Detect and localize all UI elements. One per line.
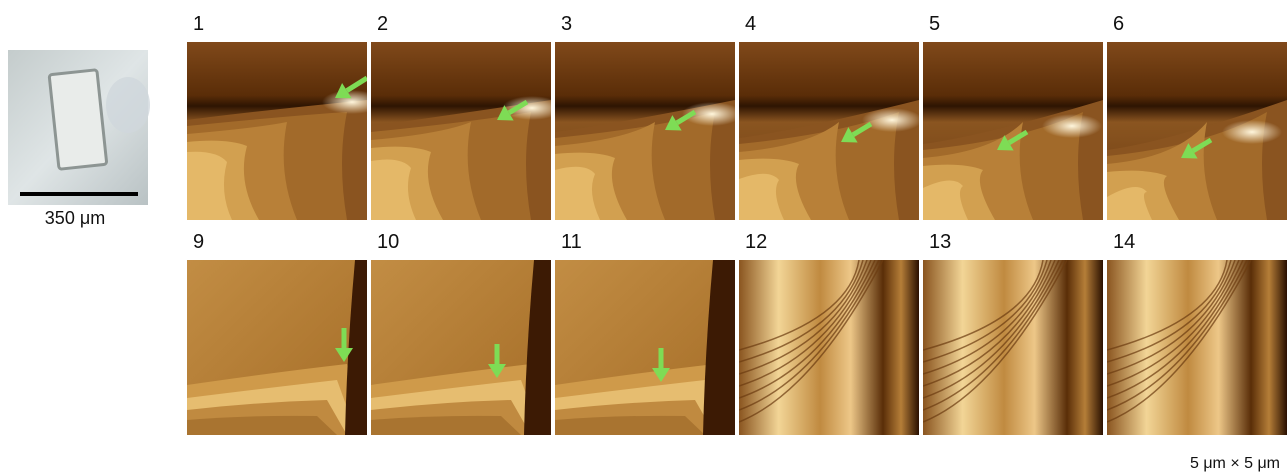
afm-image: [923, 42, 1103, 220]
afm-image: [371, 260, 551, 435]
afm-image: [187, 260, 367, 435]
bright-spot: [862, 108, 922, 132]
panel-label: 1: [193, 13, 204, 35]
background: [1107, 260, 1287, 435]
afm-image: [739, 260, 919, 435]
optical-image: [8, 50, 150, 205]
panel-label: 12: [745, 231, 767, 253]
panel-label: 4: [745, 13, 756, 35]
terrace: [187, 416, 337, 435]
bright-spot: [1042, 114, 1102, 138]
panel-label: 11: [561, 231, 582, 253]
panel-label: 14: [1113, 231, 1135, 253]
panel-label: 10: [377, 231, 399, 253]
panel-label: 2: [377, 13, 388, 35]
scan-size: 5 μm × 5 μm: [1190, 455, 1280, 472]
figure: 350 μm 5 μm × 5 μm 12345691011121314: [0, 0, 1287, 474]
bright-spot: [1222, 120, 1282, 144]
terrace: [371, 416, 521, 435]
scale-bar: [20, 192, 138, 196]
background: [739, 260, 919, 435]
afm-image: [739, 42, 922, 220]
scale-bar-label: 350 μm: [45, 208, 105, 228]
afm-image: [187, 42, 382, 220]
background: [923, 260, 1103, 435]
panel-label: 13: [929, 231, 951, 253]
panel-label: 6: [1113, 13, 1124, 35]
afm-image: [371, 42, 562, 220]
afm-image: [923, 260, 1103, 435]
afm-image: [1107, 42, 1287, 220]
panel-label: 3: [561, 13, 572, 35]
panel-label: 5: [929, 13, 940, 35]
afm-image: [555, 260, 735, 435]
panel-label: 9: [193, 231, 204, 253]
terrace: [555, 416, 705, 435]
afm-image: [555, 42, 742, 220]
afm-image: [1107, 260, 1287, 435]
